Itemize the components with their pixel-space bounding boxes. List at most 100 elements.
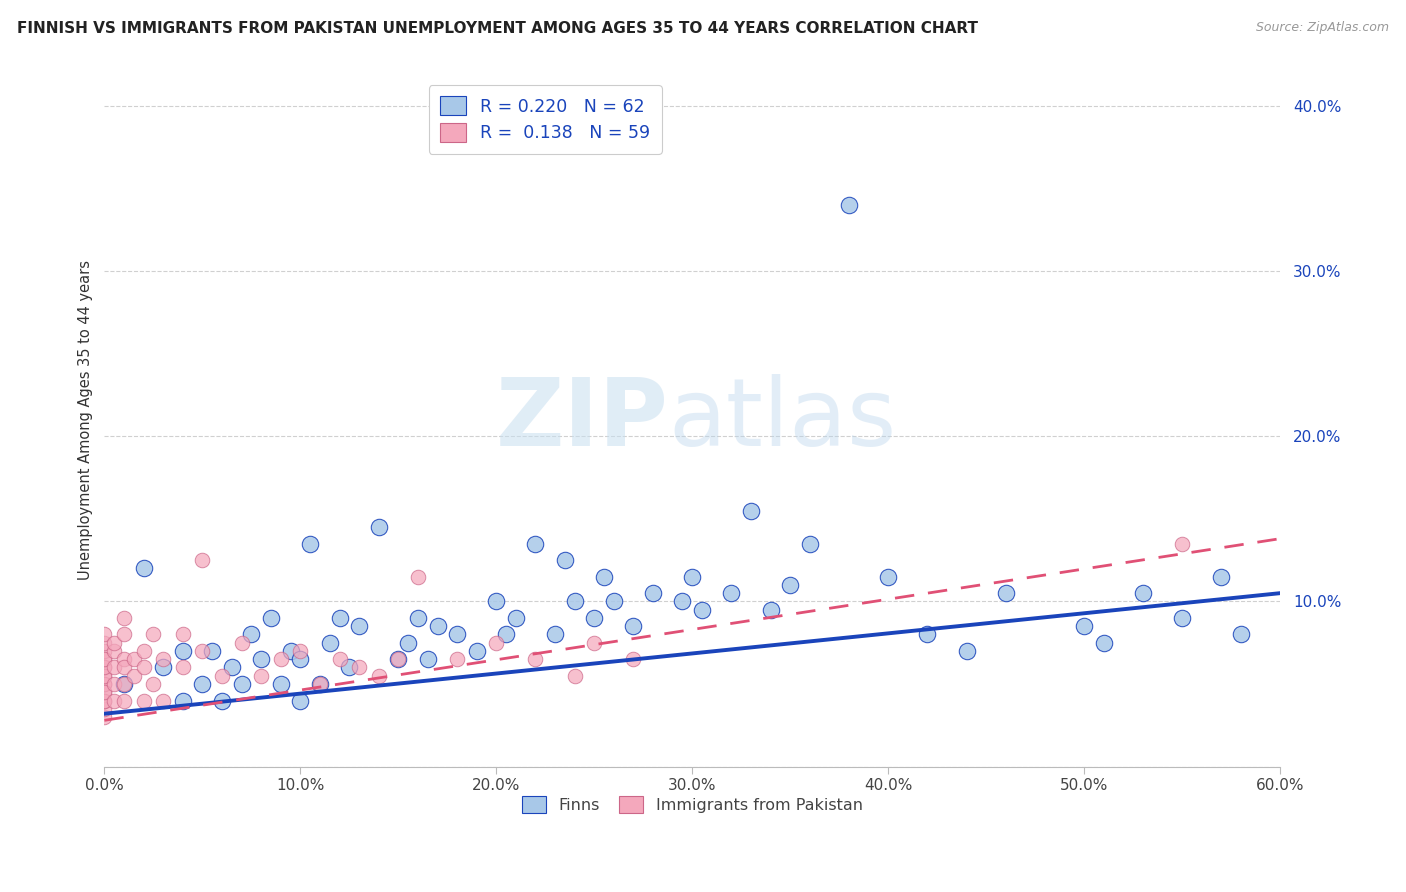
Point (446, 627, 468, 641)
Point (201, 644, 224, 658)
Point (93, 669, 115, 683)
Point (309, 677, 332, 691)
Text: Source: ZipAtlas.com: Source: ZipAtlas.com (1256, 21, 1389, 34)
Point (191, 677, 214, 691)
Point (93, 660, 115, 674)
Point (387, 652, 409, 666)
Point (231, 636, 253, 650)
Point (270, 677, 292, 691)
Point (250, 669, 273, 683)
Point (270, 652, 292, 666)
Point (112, 611, 135, 625)
Point (309, 677, 332, 691)
Point (103, 677, 125, 691)
Point (387, 652, 409, 666)
Point (290, 644, 312, 658)
Point (122, 652, 145, 666)
Point (103, 644, 125, 658)
Point (524, 536, 547, 550)
Point (681, 569, 703, 583)
Point (280, 644, 302, 658)
Point (641, 586, 664, 600)
Point (112, 652, 135, 666)
Point (103, 636, 125, 650)
Point (93, 677, 115, 691)
Point (524, 652, 547, 666)
Point (1230, 627, 1253, 641)
Point (93, 685, 115, 699)
Point (93, 644, 115, 658)
Point (250, 652, 273, 666)
Point (799, 536, 821, 550)
Point (112, 693, 135, 707)
Point (299, 536, 322, 550)
Point (593, 569, 616, 583)
Point (172, 644, 194, 658)
Point (152, 660, 174, 674)
Point (1073, 619, 1095, 633)
Point (720, 586, 742, 600)
Point (367, 520, 389, 534)
Point (142, 627, 165, 641)
Point (485, 594, 508, 608)
Point (465, 644, 488, 658)
Point (955, 644, 977, 658)
Point (416, 652, 439, 666)
Point (93, 669, 115, 683)
Point (426, 619, 449, 633)
Point (211, 693, 233, 707)
Text: atlas: atlas (669, 374, 897, 466)
Point (740, 503, 762, 517)
Point (93, 710, 115, 724)
Point (328, 611, 350, 625)
Point (1092, 636, 1115, 650)
Point (1171, 611, 1194, 625)
Point (132, 693, 155, 707)
Point (93, 636, 115, 650)
Point (623, 652, 645, 666)
Text: ZIP: ZIP (496, 374, 669, 466)
Point (347, 660, 370, 674)
Point (172, 660, 194, 674)
Point (1211, 569, 1233, 583)
Point (690, 603, 713, 617)
Point (554, 553, 576, 567)
Point (93, 660, 115, 674)
Point (103, 693, 125, 707)
Point (623, 619, 645, 633)
Point (396, 636, 419, 650)
Point (367, 669, 389, 683)
Point (152, 652, 174, 666)
Point (103, 660, 125, 674)
Point (759, 603, 782, 617)
Point (671, 594, 693, 608)
Point (564, 669, 586, 683)
Point (191, 553, 214, 567)
Point (93, 693, 115, 707)
Point (93, 652, 115, 666)
Point (172, 627, 194, 641)
Point (603, 594, 626, 608)
Point (152, 693, 174, 707)
Point (328, 652, 350, 666)
Legend: Finns, Immigrants from Pakistan: Finns, Immigrants from Pakistan (516, 789, 869, 820)
Point (583, 611, 606, 625)
Point (231, 677, 253, 691)
Point (446, 652, 468, 666)
Point (319, 636, 342, 650)
Point (495, 627, 517, 641)
Point (93, 685, 115, 699)
Point (93, 627, 115, 641)
Point (172, 693, 194, 707)
Point (132, 561, 155, 575)
Point (191, 644, 214, 658)
Point (93, 702, 115, 716)
Point (485, 636, 508, 650)
Point (1132, 586, 1154, 600)
Point (406, 569, 429, 583)
Point (290, 652, 312, 666)
Point (779, 578, 801, 592)
Point (347, 619, 370, 633)
Point (112, 627, 135, 641)
Point (1171, 536, 1194, 550)
